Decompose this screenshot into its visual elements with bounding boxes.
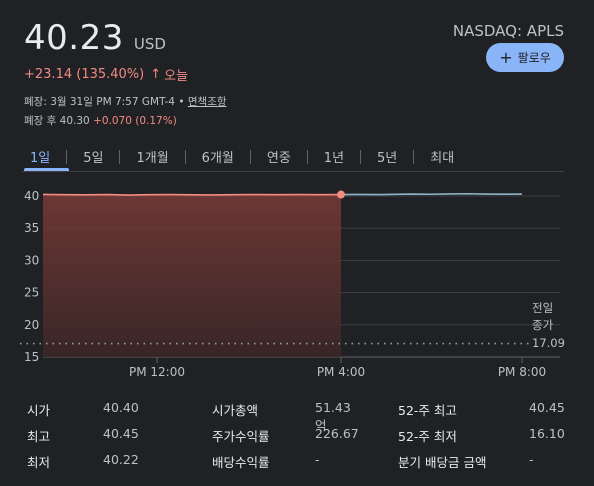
previous-close-label: 전일 bbox=[532, 301, 553, 315]
stat-value: - bbox=[529, 452, 534, 467]
tab-5d[interactable]: 5일 bbox=[83, 151, 104, 166]
stat-label: 배당수익률 bbox=[212, 455, 270, 470]
tab-divider bbox=[66, 149, 68, 164]
tabs-divider bbox=[22, 171, 564, 172]
stat-value: 16.10 bbox=[529, 426, 565, 441]
change-value: +23.14 (135.40%) bbox=[24, 67, 145, 82]
price-change: +23.14 (135.40%) ↑ 오늘 bbox=[24, 65, 188, 84]
change-period: 오늘 bbox=[164, 69, 189, 84]
stat-label: 최저 bbox=[27, 455, 51, 470]
tab-divider bbox=[249, 149, 251, 164]
stat-label: 주가수익률 bbox=[212, 429, 270, 444]
stat-row: 최저 40.22 bbox=[27, 452, 139, 471]
tab-divider bbox=[413, 149, 415, 164]
tab-1m[interactable]: 1개월 bbox=[136, 151, 169, 166]
tab-6m[interactable]: 6개월 bbox=[201, 151, 234, 166]
after-hours-info: 폐장 후 40.30 +0.070 (0.17%) bbox=[24, 113, 177, 128]
tab-divider bbox=[306, 149, 308, 164]
after-hours-price: 폐장 후 40.30 bbox=[24, 115, 90, 127]
stat-value: 40.45 bbox=[103, 426, 139, 441]
stat-label: 시가총액 bbox=[212, 403, 259, 418]
current-price: 40.23 bbox=[24, 18, 124, 58]
tab-divider bbox=[360, 149, 362, 164]
x-tick-label: PM 12:00 bbox=[129, 365, 185, 379]
stat-value: 40.40 bbox=[103, 400, 139, 415]
price-row: 40.23 USD bbox=[24, 18, 166, 58]
regular-session-area bbox=[43, 194, 341, 357]
y-tick-label: 20 bbox=[24, 318, 39, 332]
stat-label: 시가 bbox=[27, 403, 51, 418]
stat-row: 52-주 최고 40.45 bbox=[398, 400, 565, 419]
stat-value: - bbox=[315, 452, 320, 467]
stat-row: 주가수익률 226.67 bbox=[212, 426, 359, 445]
stat-value: 40.45 bbox=[529, 400, 565, 415]
closed-time: 폐장: 3월 31일 PM 7:57 GMT-4 • bbox=[24, 96, 185, 108]
y-tick-label: 15 bbox=[24, 350, 39, 364]
plus-icon: + bbox=[499, 47, 513, 67]
tab-ytd[interactable]: 연중 bbox=[266, 151, 291, 166]
after-hours-change: +0.070 (0.17%) bbox=[93, 115, 177, 127]
stat-row: 시가총액 51.43억 bbox=[212, 400, 351, 433]
y-tick-label: 25 bbox=[24, 286, 39, 300]
up-arrow-icon: ↑ bbox=[150, 67, 162, 82]
stat-row: 배당수익률 - bbox=[212, 452, 320, 471]
tab-divider bbox=[184, 149, 186, 164]
stat-label: 최고 bbox=[27, 429, 51, 444]
range-tabs: 1일 5일 1개월 6개월 연중 1년 5년 최대 bbox=[22, 145, 462, 168]
y-tick-label: 35 bbox=[24, 221, 39, 235]
tab-5y[interactable]: 5년 bbox=[377, 151, 398, 166]
stat-value: 226.67 bbox=[315, 426, 359, 441]
close-marker bbox=[337, 190, 345, 199]
market-closed-info: 폐장: 3월 31일 PM 7:57 GMT-4 • 면책조항 bbox=[24, 94, 227, 109]
regular-session-line bbox=[42, 193, 342, 196]
previous-close-label: 종가 bbox=[532, 318, 554, 332]
stat-label: 52-주 최고 bbox=[398, 403, 457, 418]
after-hours-line bbox=[340, 192, 523, 196]
stat-row: 최고 40.45 bbox=[27, 426, 139, 445]
tab-divider bbox=[119, 149, 121, 164]
previous-close-label: 17.09 bbox=[532, 336, 565, 350]
active-tab-indicator bbox=[24, 168, 69, 171]
stat-value: 40.22 bbox=[103, 452, 139, 467]
follow-label: 팔로우 bbox=[517, 51, 551, 65]
currency: USD bbox=[133, 35, 166, 53]
y-tick-label: 30 bbox=[24, 253, 39, 267]
x-tick-label: PM 4:00 bbox=[317, 365, 365, 379]
x-tick-label: PM 8:00 bbox=[498, 365, 546, 379]
stat-row: 시가 40.40 bbox=[27, 400, 139, 419]
tab-1d[interactable]: 1일 bbox=[30, 151, 51, 166]
stat-row: 52-주 최저 16.10 bbox=[398, 426, 565, 445]
follow-button[interactable]: + 팔로우 bbox=[486, 43, 564, 72]
stat-value: 51.43억 bbox=[315, 400, 351, 433]
tab-1y[interactable]: 1년 bbox=[323, 151, 345, 166]
exchange-ticker: NASDAQ: APLS bbox=[452, 22, 564, 40]
y-tick-label: 40 bbox=[24, 189, 39, 203]
stat-row: 분기 배당금 금액 - bbox=[398, 452, 534, 471]
stat-label: 분기 배당금 금액 bbox=[398, 455, 487, 470]
disclaimer-link[interactable]: 면책조항 bbox=[187, 96, 227, 108]
stat-label: 52-주 최저 bbox=[398, 429, 457, 444]
tab-max[interactable]: 최대 bbox=[430, 151, 455, 166]
